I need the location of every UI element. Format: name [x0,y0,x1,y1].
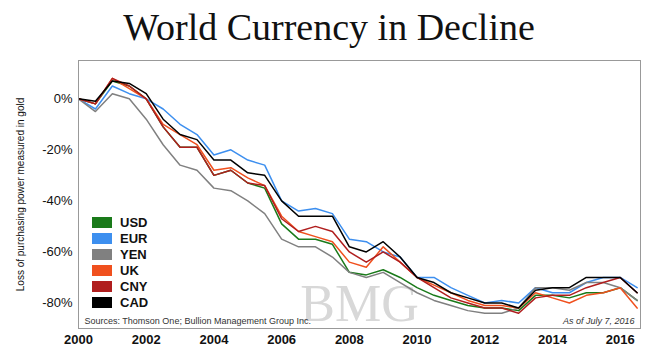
svg-text:2014: 2014 [538,332,568,347]
html-text:World Currency in Decline: World Currency in Decline [123,6,535,48]
html-text:UK: UK [120,262,139,278]
svg-text:2010: 2010 [403,332,432,347]
svg-text:-60%: -60% [42,244,73,259]
svg-text:Sources: Thomson One; Bullion: Sources: Thomson One; Bullion Management… [85,316,311,326]
html-text:YEN: YEN [120,246,147,262]
svg-text:As of July 7, 2016: As of July 7, 2016 [562,316,635,326]
html-text:EUR: EUR [120,230,148,246]
svg-text:-80%: -80% [42,295,73,310]
svg-text:2004: 2004 [199,332,229,347]
svg-text:-40%: -40% [42,193,73,208]
svg-text:2006: 2006 [267,332,296,347]
svg-text:BMG: BMG [300,274,419,332]
svg-text:2016: 2016 [606,332,635,347]
svg-text:2008: 2008 [335,332,364,347]
svg-text:Loss of purchasing power measu: Loss of purchasing power measured in gol… [15,98,26,291]
svg-text:2002: 2002 [132,332,161,347]
svg-text:0%: 0% [54,91,73,106]
html-text:CNY: CNY [120,278,148,294]
html-text:CAD: CAD [120,294,149,310]
svg-text:2012: 2012 [470,332,499,347]
svg-text:-20%: -20% [42,142,73,157]
svg-text:2000: 2000 [64,332,93,347]
html-text:USD: USD [120,214,148,230]
